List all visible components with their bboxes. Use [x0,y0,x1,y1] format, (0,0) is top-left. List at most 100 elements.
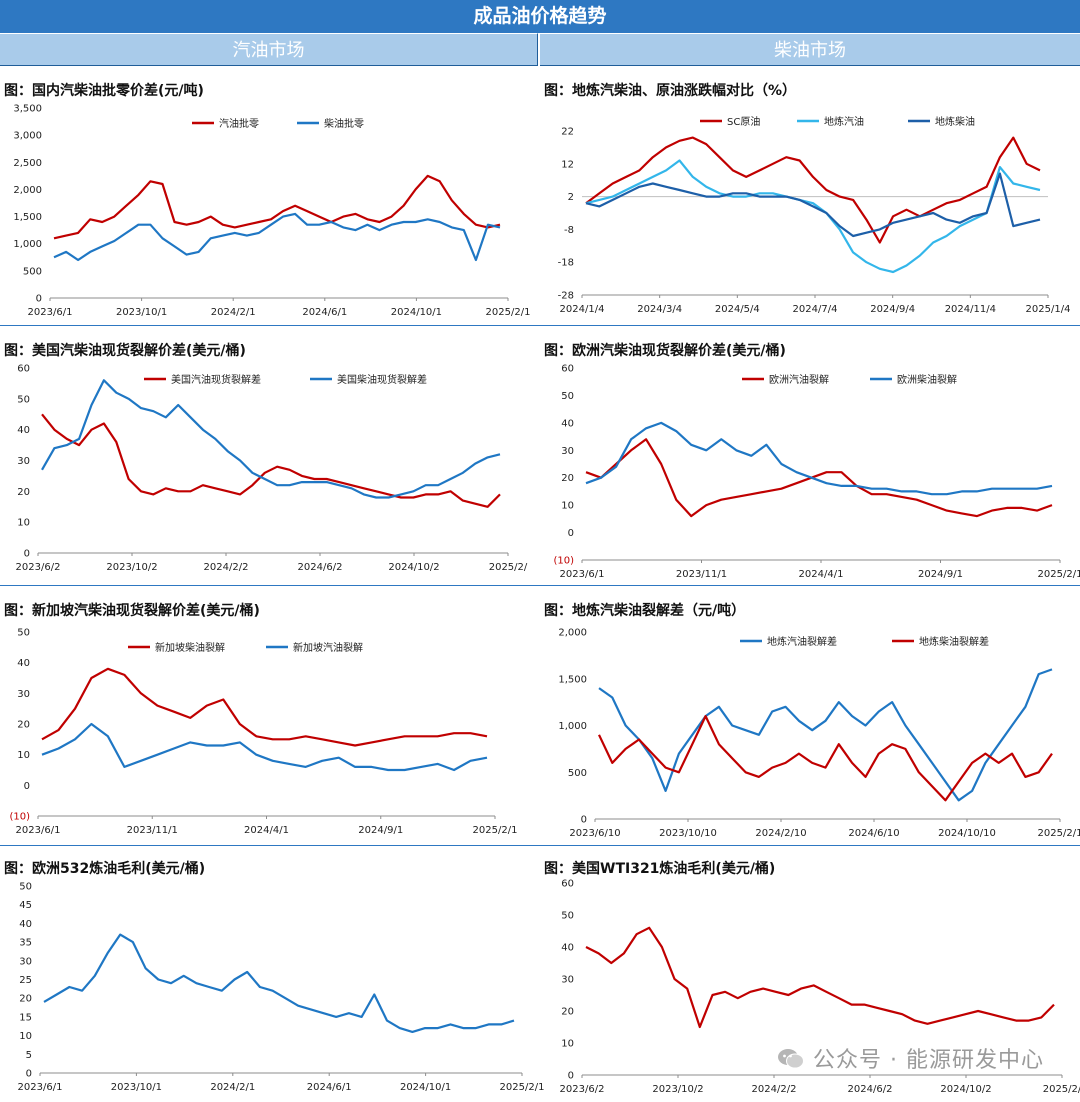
x-tick-label: 2024/10/1 [391,307,442,318]
series-line-0 [41,413,501,508]
x-tick-label: 2023/6/1 [560,569,605,580]
legend-label: 地炼柴油裂解差 [919,635,989,648]
x-tick-label: 2024/6/10 [848,828,899,839]
y-tick-label: 500 [568,768,587,779]
y-tick-label: 45 [19,900,32,911]
x-tick-label: 2023/10/2 [106,562,157,573]
chart-sg-crack: 50 40 30 20 10 0 (10) 2023/6/1 2023/11/1 2024/4/1… [9,628,518,837]
y-tick-label: 1,000 [558,721,587,732]
chart-title: 图：欧洲532炼油毛利(美元/桶) [4,861,206,877]
chart-panel-us-margin: 图：美国WTI321炼油毛利(美元/桶) 60 50 40 30 20 10 0 2023/6… [540,846,1080,1102]
y-tick-label: 50 [561,911,574,922]
y-tick-label: 30 [561,975,574,986]
y-tick-label: 30 [17,456,30,467]
watermark-text: 公众号 · 能源研发中心 [813,1048,1044,1073]
x-tick-label: 2025/2/1 [473,825,518,836]
series-line-1 [41,722,488,772]
y-tick-label: 12 [561,159,574,170]
y-tick-label: 30 [17,689,30,700]
series-line-0 [585,926,1055,1029]
series-line-0 [43,933,515,1033]
y-tick-label: 0 [36,294,42,305]
chart-panel-eu-crack: 图：欧洲汽柴油现货裂解价差(美元/桶) 60 50 40 30 20 10 0 (10) 202… [540,328,1080,586]
y-tick-label: 40 [19,919,32,930]
y-tick-label: 50 [19,882,32,893]
y-tick-label: 0 [581,815,587,826]
series-line-1 [41,379,501,499]
y-tick-label: 0 [26,1069,32,1080]
y-tick-label: 10 [561,501,574,512]
x-tick-label: 2024/4/1 [799,569,844,580]
x-tick-label: 2023/6/1 [16,825,61,836]
chart-panel-sg-crack: 图：新加坡汽柴油现货裂解价差(美元/桶) 50 40 30 20 10 0 (10) 2023… [0,588,540,846]
y-tick-label: 25 [19,975,32,986]
y-tick-label: 3,500 [13,104,42,115]
y-tick-label: 2,500 [13,158,42,169]
x-tick-label: 2024/6/1 [307,1082,352,1093]
chart-panel-us-crack: 图：美国汽柴油现货裂解价差(美元/桶) 60 50 40 30 20 10 0 2023/6/… [0,328,540,586]
y-tick-label: 0 [24,549,30,560]
series-line-0 [41,667,488,747]
legend-label: 地炼汽油 [824,115,864,128]
chart-panel-eu-margin: 图：欧洲532炼油毛利(美元/桶) 50 45 40 35 30 25 20 15 10 5 0 20… [0,846,544,1102]
x-tick-label: 2024/2/1 [211,307,256,318]
y-tick-label: 0 [568,528,574,539]
y-tick-label: 30 [561,446,574,457]
y-tick-label: 20 [561,1007,574,1018]
x-tick-label: 2023/6/2 [560,1084,605,1095]
x-tick-label: 2023/10/1 [111,1082,162,1093]
section-diesel-header: 柴油市场 [540,33,1080,66]
y-tick-label: -28 [558,291,574,302]
legend-label: 地炼汽油裂解差 [767,635,837,648]
y-tick-label: 20 [561,473,574,484]
y-tick-label: 1,000 [13,239,42,250]
chart-local-crack: 2,000 1,500 1,000 500 0 2023/6/10 2023/10/10 20… [558,628,1080,840]
x-tick-label: 2024/10/2 [940,1084,991,1095]
x-tick-label: 2023/6/2 [16,562,61,573]
chart-title: 图：地炼汽柴油裂解差（元/吨） [544,603,746,619]
legend-label: 汽油批零 [219,117,259,130]
y-tick-label: 30 [19,956,32,967]
y-tick-label: 5 [26,1050,32,1061]
x-tick-label: 2025/2/ [489,562,528,573]
x-tick-label: 2025/2/1 [1038,828,1080,839]
y-tick-label: 2 [568,192,574,203]
y-tick-label: 60 [17,364,30,375]
x-tick-label: 2023/11/1 [676,569,727,580]
x-tick-label: 2024/11/4 [945,304,996,315]
x-tick-label: 2024/10/2 [388,562,439,573]
x-tick-label: 2023/6/1 [28,307,73,318]
y-tick-label: 22 [561,127,574,138]
series-line-0 [585,438,1053,518]
series-line-0 [53,174,501,240]
series-line-0 [598,668,1053,802]
x-tick-label: 2024/6/1 [302,307,347,318]
series-line-1 [585,421,1053,496]
y-tick-label: 10 [17,518,30,529]
x-tick-label: 2024/2/10 [755,828,806,839]
section-gasoline-header: 汽油市场 [0,33,538,66]
x-tick-label: 2025/2/1 [1038,569,1080,580]
y-tick-label: 60 [561,364,574,375]
chart-retail-spread: 3,500 3,000 2,500 2,000 1,500 1,000 500 0 2023/6… [13,104,530,319]
x-tick-label: 2024/9/1 [918,569,963,580]
x-tick-label: 2024/3/4 [637,304,682,315]
x-tick-label: 2024/2/1 [210,1082,255,1093]
watermark: 公众号 · 能源研发中心 [777,1042,1044,1074]
y-tick-label: -18 [558,258,574,269]
page-title: 成品油价格趋势 [0,0,1080,33]
chart-panel-retail-spread: 图：国内汽柴油批零价差(元/吨) 3,500 3,000 2,500 2,000 1,5… [0,68,540,326]
y-tick-label: 2,000 [13,185,42,196]
y-tick-label: 10 [561,1039,574,1050]
y-tick-label: 1,500 [13,212,42,223]
y-tick-label: 1,500 [558,674,587,685]
chart-title: 图：新加坡汽柴油现货裂解价差(美元/桶) [4,603,260,619]
y-tick-label: 500 [23,266,42,277]
chart-us-crack: 60 50 40 30 20 10 0 2023/6/2 2023/10/2 2024/2/2 20… [16,364,528,574]
chart-panel-local-crack: 图：地炼汽柴油裂解差（元/吨） 2,000 1,500 1,000 500 0 2023/… [540,588,1080,846]
wechat-icon [778,1049,805,1069]
legend-label: 柴油批零 [324,117,364,130]
y-tick-label: 60 [561,879,574,890]
y-tick-label: 20 [17,720,30,731]
series-line-2 [585,172,1041,238]
